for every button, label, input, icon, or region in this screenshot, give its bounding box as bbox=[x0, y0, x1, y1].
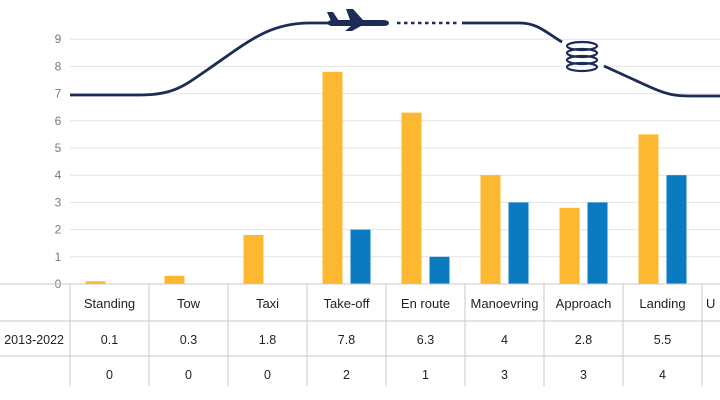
bar-series-1-manoevring bbox=[480, 175, 501, 284]
y-tick-label: 4 bbox=[55, 168, 62, 182]
category-label: Tow bbox=[177, 296, 201, 311]
y-tick-label: 2 bbox=[55, 223, 62, 237]
bar-series-1-taxi bbox=[243, 235, 264, 284]
bar-series-2-take-off bbox=[350, 229, 371, 284]
bar-series-1-standing bbox=[85, 281, 106, 284]
table-cell: 0.3 bbox=[180, 333, 197, 347]
airplane-icon bbox=[327, 9, 389, 31]
y-tick-label: 8 bbox=[55, 59, 62, 73]
category-label: U bbox=[706, 296, 715, 311]
y-tick-label: 5 bbox=[55, 141, 62, 155]
table-cell: 5.5 bbox=[654, 333, 671, 347]
bar-series-2-en-route bbox=[429, 256, 450, 284]
data-table: Standing Tow Taxi Take-off En route Manoevrin… bbox=[0, 283, 720, 386]
flight-path-climb bbox=[70, 21, 328, 97]
flight-profile bbox=[70, 9, 720, 98]
category-label: En route bbox=[401, 296, 450, 311]
table-cell: 3 bbox=[501, 368, 508, 382]
bar-series-2-manoevring bbox=[508, 202, 529, 284]
bar-series-1-en-route bbox=[401, 112, 422, 284]
bar-series-2-approach bbox=[587, 202, 608, 284]
bars bbox=[85, 71, 687, 284]
table-cell: 0 bbox=[106, 368, 113, 382]
table-cell: 2.8 bbox=[575, 333, 592, 347]
bar-series-1-approach bbox=[559, 207, 580, 284]
table-cell: 0 bbox=[264, 368, 271, 382]
table-row-label: 2013-2022 bbox=[4, 333, 64, 347]
category-label: Take-off bbox=[323, 296, 369, 311]
table-cell: 1 bbox=[422, 368, 429, 382]
category-label: Taxi bbox=[256, 296, 279, 311]
table-cell: 0.1 bbox=[101, 333, 118, 347]
category-label: Standing bbox=[84, 296, 135, 311]
bar-series-1-landing bbox=[638, 134, 659, 284]
y-tick-label: 7 bbox=[55, 87, 62, 101]
table-cell: 0 bbox=[185, 368, 192, 382]
table-cell: 7.8 bbox=[338, 333, 355, 347]
flight-path-descent bbox=[462, 21, 720, 98]
bar-series-2-landing bbox=[666, 175, 687, 284]
bar-series-1-take-off bbox=[322, 71, 343, 284]
holding-pattern-icon bbox=[565, 40, 599, 73]
table-cell: 4 bbox=[501, 333, 508, 347]
y-tick-label: 1 bbox=[55, 250, 62, 264]
table-cell: 4 bbox=[659, 368, 666, 382]
table-cell: 6.3 bbox=[417, 333, 434, 347]
category-label: Approach bbox=[556, 296, 612, 311]
grid bbox=[70, 38, 720, 285]
table-cell: 2 bbox=[343, 368, 350, 382]
y-tick-label: 6 bbox=[55, 114, 62, 128]
category-label: Manoevring bbox=[471, 296, 539, 311]
bar-series-1-tow bbox=[164, 275, 185, 284]
y-tick-label: 3 bbox=[55, 195, 62, 209]
table-cell: 1.8 bbox=[259, 333, 276, 347]
category-label: Landing bbox=[639, 296, 685, 311]
y-tick-label: 9 bbox=[55, 32, 62, 46]
table-cell: 3 bbox=[580, 368, 587, 382]
